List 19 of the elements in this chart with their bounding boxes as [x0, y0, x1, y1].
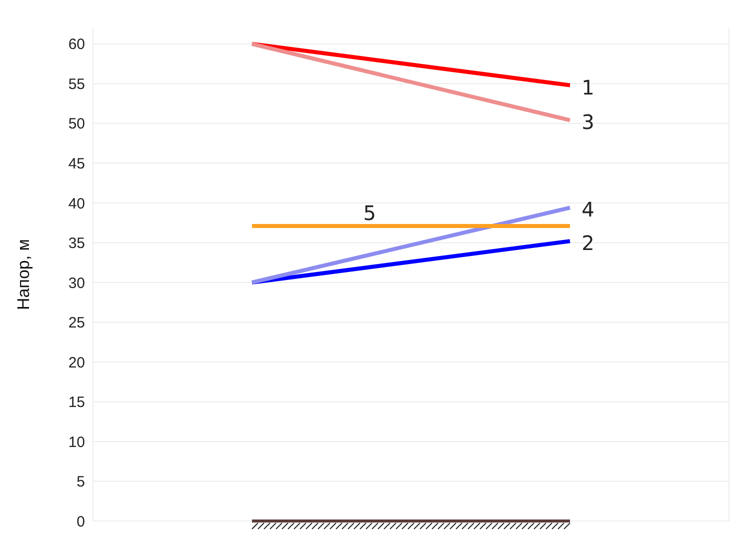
y-tick-label: 50	[68, 116, 85, 133]
y-tick-label: 25	[68, 314, 85, 332]
y-tick-label: 20	[68, 354, 85, 372]
y-tick-label: 55	[68, 76, 85, 93]
y-tick-label: 40	[68, 195, 85, 212]
series-label: 2	[582, 231, 594, 256]
series-label: 3	[582, 110, 594, 134]
y-tick-label: 30	[68, 274, 85, 292]
y-tick-label: 45	[68, 156, 85, 172]
y-tick-label: 60	[68, 36, 85, 54]
series-label: 4	[582, 198, 594, 222]
series-label: 1	[582, 75, 594, 100]
y-tick-label: 0	[76, 513, 85, 530]
y-tick-label: 15	[68, 394, 85, 412]
y-axis-title: Напор, м	[14, 239, 34, 310]
y-tick-label: 10	[68, 434, 85, 451]
series-label: 5	[363, 200, 376, 225]
y-tick-label: 5	[76, 474, 85, 491]
y-tick-label: 35	[68, 235, 85, 252]
